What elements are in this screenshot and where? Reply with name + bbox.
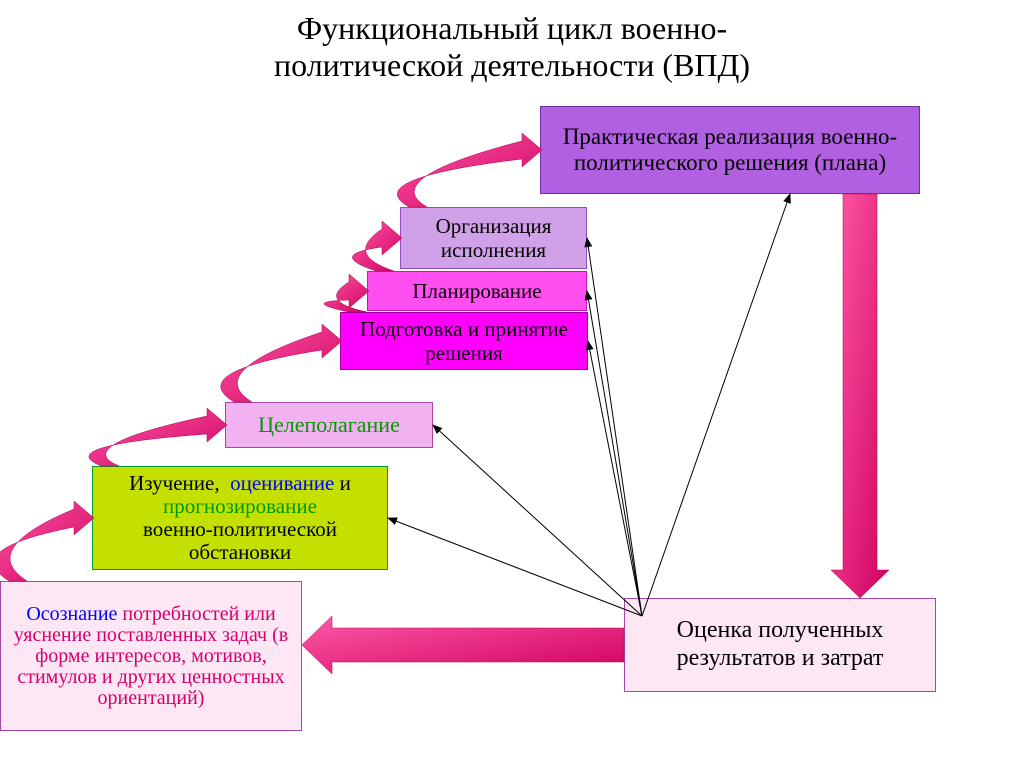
box-study-text: Изучение, оценивание и прогнозированиево… (101, 472, 379, 564)
box-awareness-text: Осознание потребностей или уяснение пост… (9, 604, 293, 709)
box-awareness: Осознание потребностей или уяснение пост… (0, 581, 302, 731)
box-planning: Планирование (367, 271, 587, 311)
diagram-title: Функциональный цикл военно- политической… (0, 0, 1024, 84)
title-line1: Функциональный цикл военно- (297, 10, 727, 46)
box-planning-text: Планирование (412, 279, 541, 303)
box-goal-setting: Целеполагание (225, 402, 433, 448)
box-evaluation-text: Оценка полученных результатов и затрат (633, 617, 927, 672)
box-goal-setting-text: Целеполагание (258, 412, 400, 437)
box-study: Изучение, оценивание и прогнозированиево… (92, 466, 388, 570)
box-evaluation: Оценка полученных результатов и затрат (624, 598, 936, 692)
box-organization-text: Организация исполнения (409, 214, 578, 262)
box-implementation-text: Практическая реализация военно-политичес… (549, 124, 911, 177)
title-line2: политической деятельности (ВПД) (274, 47, 750, 83)
box-implementation: Практическая реализация военно-политичес… (540, 106, 920, 194)
box-decision-text: Подготовка и принятие решения (349, 317, 579, 365)
box-organization: Организация исполнения (400, 207, 587, 269)
box-decision: Подготовка и принятие решения (340, 312, 588, 370)
